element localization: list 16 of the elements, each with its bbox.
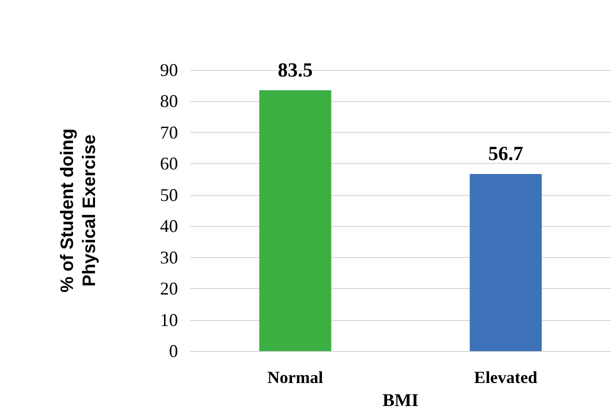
x-tick-label: Normal xyxy=(267,368,324,388)
y-tick-label: 80 xyxy=(160,91,178,112)
y-tick-label: 70 xyxy=(160,122,178,142)
data-label: 83.5 xyxy=(278,59,313,82)
y-tick-label: 90 xyxy=(160,60,178,80)
x-tick-label: Elevated xyxy=(474,368,538,388)
data-label: 56.7 xyxy=(488,143,524,166)
y-tick-label: 50 xyxy=(160,184,178,205)
x-axis-title: BMI xyxy=(382,390,418,410)
y-axis-title: % of Student doing Physical Exercise xyxy=(57,128,99,293)
y-tick-label: 20 xyxy=(160,278,178,299)
y-tick-label: 0 xyxy=(169,341,178,362)
y-tick-label: 60 xyxy=(160,154,178,174)
y-tick-label: 10 xyxy=(160,310,178,330)
y-tick-label: 30 xyxy=(160,247,178,268)
y-tick-label: 40 xyxy=(160,216,178,236)
